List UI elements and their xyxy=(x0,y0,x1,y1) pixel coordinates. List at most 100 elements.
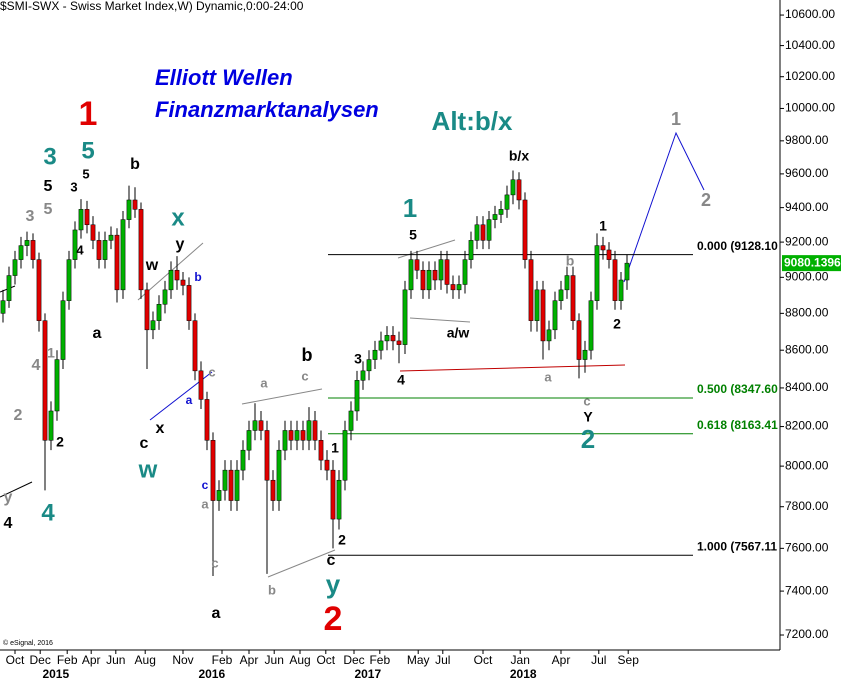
candle-body xyxy=(294,430,300,441)
candle-body xyxy=(6,275,12,301)
candle-body xyxy=(612,259,618,301)
wave-label: b xyxy=(268,582,276,597)
y-tick-label: 8600.00 xyxy=(785,342,829,356)
x-tick-label: Feb xyxy=(369,653,390,667)
wave-label: x xyxy=(156,420,165,437)
wave-label: a xyxy=(186,393,193,407)
candle-body xyxy=(510,179,516,196)
wave-label: 4 xyxy=(397,372,405,388)
x-tick-label: Jul xyxy=(591,653,606,667)
candle-body xyxy=(576,320,582,360)
wave-label: 2 xyxy=(581,424,595,454)
candle-body xyxy=(282,430,288,451)
wave-label: 4 xyxy=(41,499,55,526)
level-label: 0.000 (9128.10 xyxy=(697,239,778,253)
candle-body xyxy=(12,259,18,276)
candle-body xyxy=(276,449,282,501)
candle-body xyxy=(246,430,252,451)
wave-label: w xyxy=(145,257,159,274)
candle-body xyxy=(516,179,522,201)
candle-body xyxy=(558,289,564,301)
candle-body xyxy=(366,359,372,372)
candle-body xyxy=(156,304,162,321)
candle-body xyxy=(186,285,192,321)
candle-body xyxy=(336,479,342,520)
candle-body xyxy=(192,320,198,372)
x-tick-label: Dec xyxy=(30,653,51,667)
candle-body xyxy=(456,284,462,291)
candle-body xyxy=(450,284,456,291)
candle-body xyxy=(318,440,324,461)
candle-body xyxy=(528,259,534,321)
y-tick-label: 7200.00 xyxy=(785,627,829,641)
x-tick-label: Feb xyxy=(57,653,78,667)
candle-body xyxy=(402,289,408,345)
wave-label: 5 xyxy=(82,166,89,181)
candle-body xyxy=(618,279,624,301)
candle-body xyxy=(108,234,114,241)
copyright: © eSignal, 2016 xyxy=(3,639,53,647)
candle-body xyxy=(168,269,174,291)
candle-body xyxy=(588,300,594,351)
level-label: 0.618 (8163.41 xyxy=(697,418,778,432)
candle-body xyxy=(474,224,480,241)
candle-body xyxy=(84,209,90,226)
wave-label: 5 xyxy=(44,201,53,218)
candle-body xyxy=(354,380,360,412)
y-tick-label: 8200.00 xyxy=(785,419,829,433)
year-label: 2016 xyxy=(198,667,225,681)
wave-label: a/w xyxy=(447,325,470,341)
wave-label: 5 xyxy=(409,227,417,243)
candle-body xyxy=(438,259,444,281)
candle-body xyxy=(30,240,36,260)
wave-label: 2 xyxy=(56,434,64,450)
wave-label: c xyxy=(583,393,590,408)
candle-body xyxy=(624,262,630,281)
candle-body xyxy=(546,329,552,342)
year-label: 2017 xyxy=(354,667,381,681)
candle-body xyxy=(204,399,210,441)
y-tick-label: 10600.00 xyxy=(785,7,835,21)
wave-label: b/x xyxy=(509,148,529,164)
wave-label: Y xyxy=(583,409,593,425)
wave-label: 4 xyxy=(4,515,13,532)
candle-body xyxy=(90,224,96,241)
candle-body xyxy=(540,289,546,342)
wave-label: 1 xyxy=(671,109,681,129)
heading-annotation: Alt:b/x xyxy=(432,106,513,136)
candle-body xyxy=(66,259,72,301)
wave-label: 2 xyxy=(338,532,346,548)
candle-body xyxy=(582,349,588,360)
candles xyxy=(0,170,630,577)
wave-label: y xyxy=(4,489,13,506)
candle-body xyxy=(342,430,348,481)
wave-label: y xyxy=(176,236,185,253)
candle-body xyxy=(114,234,120,291)
candle-body xyxy=(0,300,6,314)
chart-title: $SMI-SWX - Swiss Market Index,W) Dynamic… xyxy=(0,0,304,13)
wave-label: c xyxy=(301,368,308,383)
candle-body xyxy=(174,269,180,281)
wave-label: 2 xyxy=(14,407,23,424)
wave-label: 1 xyxy=(331,440,339,456)
x-tick-label: Sep xyxy=(618,653,640,667)
wave-label: 1 xyxy=(403,193,417,223)
wave-label: 2 xyxy=(324,600,343,638)
candle-body xyxy=(180,279,186,286)
year-label: 2018 xyxy=(510,667,537,681)
wave-label: 4 xyxy=(76,242,84,257)
trend-line xyxy=(0,481,33,498)
candle-body xyxy=(480,224,486,241)
candle-body xyxy=(258,420,264,431)
candle-body xyxy=(552,300,558,331)
y-tick-label: 9000.00 xyxy=(785,270,829,284)
candle-body xyxy=(300,430,306,441)
candle-body xyxy=(54,359,60,412)
candle-body xyxy=(564,275,570,291)
y-tick-label: 10400.00 xyxy=(785,38,835,52)
x-tick-label: Apr xyxy=(552,653,571,667)
wave-label: c xyxy=(140,435,149,452)
candle-body xyxy=(378,340,384,351)
level-label: 0.500 (8347.60 xyxy=(697,382,778,396)
wave-label: 1 xyxy=(599,218,607,234)
